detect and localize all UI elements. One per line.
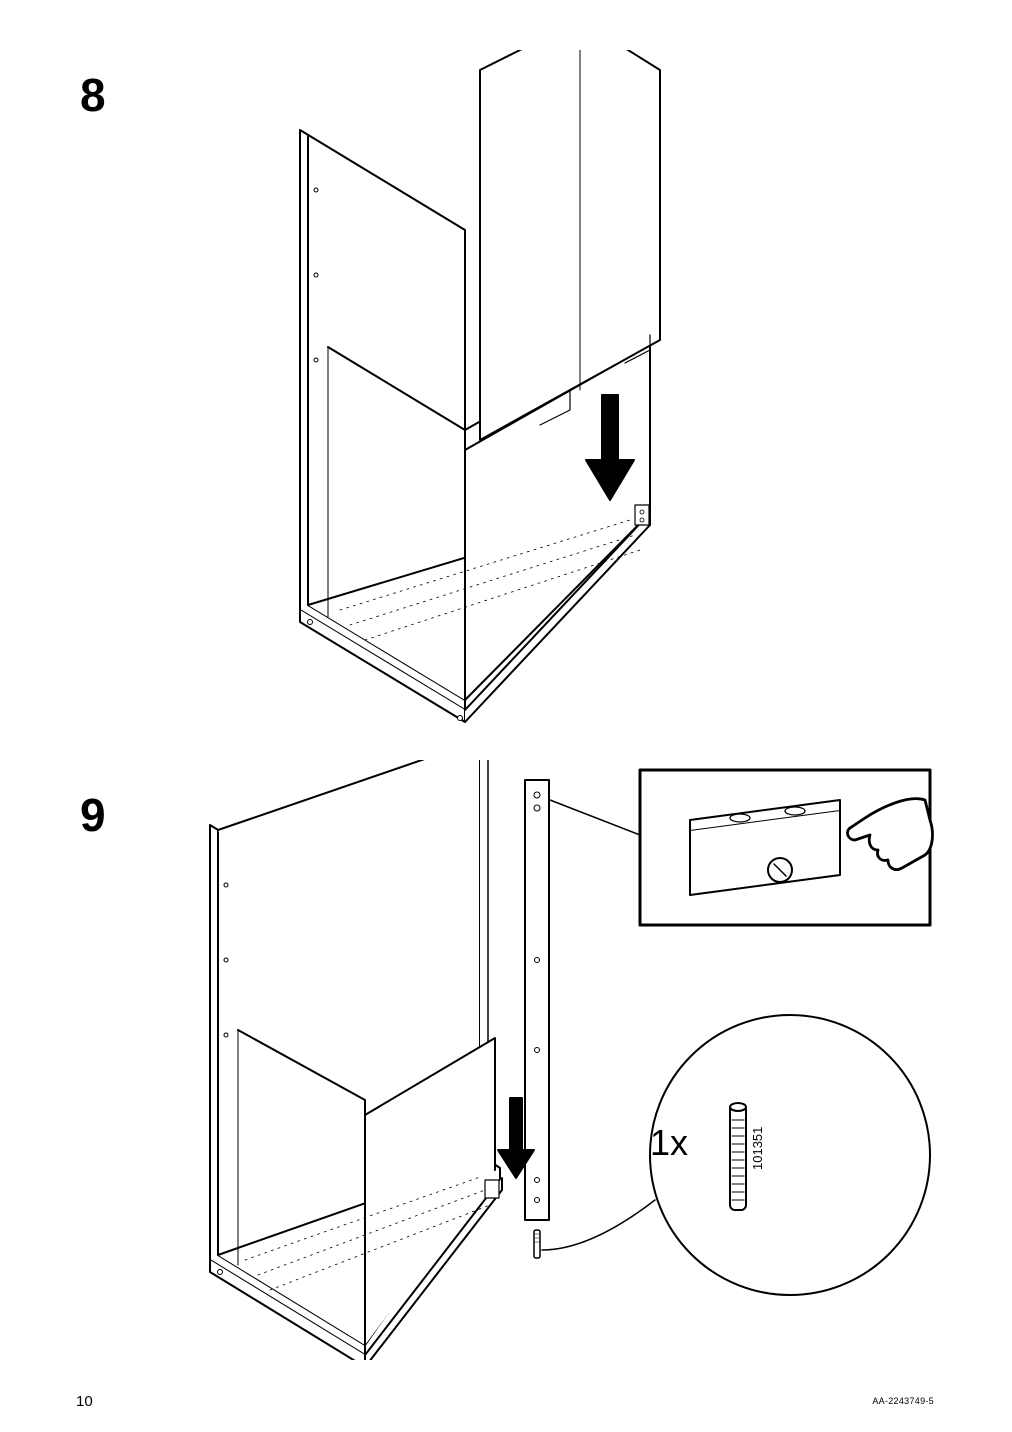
hardware-part-number-text: 101351 [750, 1127, 765, 1170]
page-footer: 10 AA-2243749-5 [0, 1390, 1012, 1410]
step-8-number: 8 [80, 68, 106, 122]
hardware-qty-text: 1x [650, 1122, 688, 1163]
page-number: 10 [76, 1393, 93, 1410]
document-id: AA-2243749-5 [872, 1396, 934, 1406]
assembly-instruction-page: 8 [0, 0, 1012, 1432]
step-9-diagram: 1x [150, 760, 940, 1360]
step-8-diagram [230, 50, 770, 750]
step-9-number: 9 [80, 788, 106, 842]
